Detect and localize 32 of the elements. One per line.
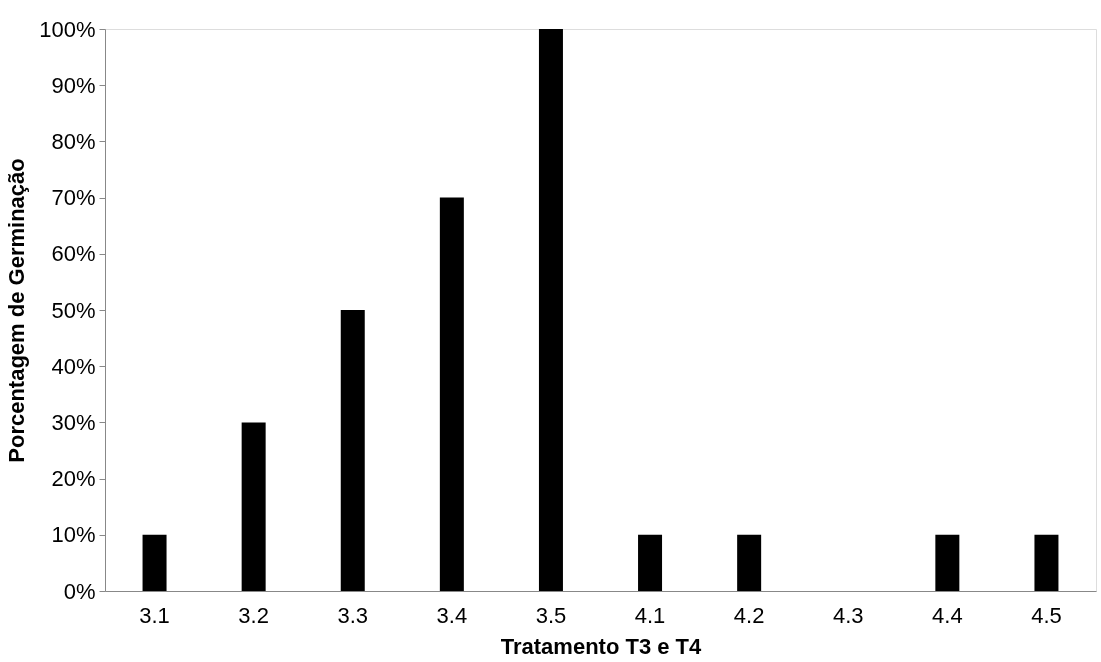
x-tick-label: 3.5: [535, 602, 567, 628]
x-tick-label: 3.4: [436, 602, 468, 628]
x-tick-label: 4.2: [733, 602, 765, 628]
y-tick-label: 50%: [51, 297, 96, 323]
y-tick-label: 0%: [63, 578, 96, 604]
y-tick-label: 90%: [51, 72, 96, 98]
bar: [439, 197, 464, 591]
y-tick-label: 100%: [39, 16, 96, 42]
bar: [340, 310, 365, 591]
x-tick-label: 3.2: [238, 602, 269, 628]
bar: [935, 534, 960, 591]
y-tick-label: 40%: [51, 353, 96, 379]
bar: [142, 534, 167, 591]
bar: [538, 29, 563, 591]
y-tick-label: 30%: [51, 409, 96, 435]
x-axis-title: Tratamento T3 e T4: [500, 633, 703, 659]
y-tick-label: 70%: [51, 185, 96, 211]
y-tick-label: 80%: [51, 128, 96, 154]
bar: [737, 534, 762, 591]
x-tick-label: 4.5: [1031, 602, 1062, 628]
y-tick-label: 20%: [51, 466, 96, 492]
x-tick-label: 4.3: [832, 602, 864, 628]
bar: [241, 422, 266, 591]
y-tick-label: 60%: [51, 241, 96, 267]
y-axis-title: Porcentagem de Germinação: [4, 158, 30, 463]
x-tick-label: 4.4: [932, 602, 963, 628]
x-tick-label: 3.3: [337, 602, 369, 628]
bar: [638, 534, 663, 591]
x-tick-label: 4.1: [634, 602, 666, 628]
x-tick-label: 3.1: [139, 602, 170, 628]
y-tick-label: 10%: [51, 522, 96, 548]
bar: [1034, 534, 1059, 591]
